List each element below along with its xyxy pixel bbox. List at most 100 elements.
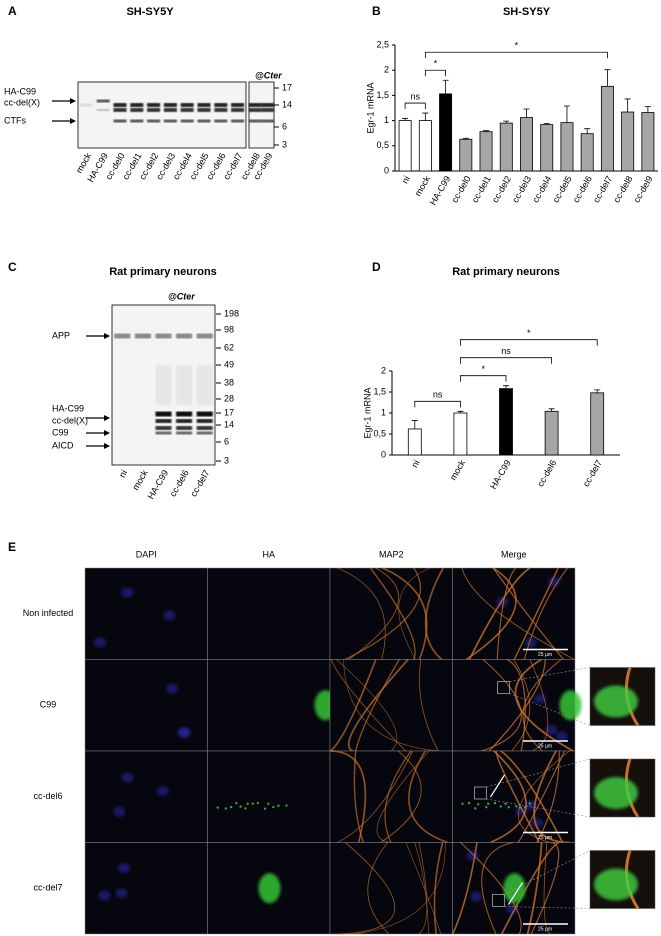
neurite	[530, 841, 560, 935]
nucleus	[113, 806, 126, 817]
bar	[560, 122, 574, 172]
neurite	[344, 567, 422, 661]
significance-label: *	[515, 41, 519, 51]
significance-label: ns	[433, 390, 443, 400]
blot-band	[130, 119, 144, 123]
blot-band	[214, 108, 228, 112]
ha-signal	[515, 805, 518, 808]
nucleus	[121, 587, 134, 598]
ha-signal	[474, 807, 477, 810]
y-tick-label: 0	[381, 449, 386, 459]
ha-signal	[277, 804, 280, 807]
neurite	[523, 567, 569, 660]
ha-signal	[507, 806, 511, 809]
band-label: HA-C99	[4, 86, 36, 96]
neurite	[329, 659, 377, 752]
micrograph	[452, 659, 576, 752]
bar	[540, 124, 554, 172]
micrograph	[329, 567, 453, 660]
band-label: APP	[52, 330, 70, 340]
y-tick-label: 0	[384, 165, 389, 175]
arrow-head	[104, 333, 110, 339]
error-bar	[523, 108, 530, 118]
blot-frame	[77, 81, 247, 149]
significance-bracket	[460, 339, 598, 346]
mw-label: 17	[224, 407, 234, 417]
band-label: HA-C99	[52, 403, 84, 413]
blot-band	[155, 411, 172, 417]
neurite	[414, 842, 429, 935]
neurite	[522, 659, 562, 752]
nucleus	[156, 786, 169, 797]
mw-label: 14	[282, 99, 292, 109]
error-bar	[483, 130, 490, 132]
blot-band	[96, 99, 110, 103]
panel-label: D	[372, 260, 381, 274]
x-tick-label: mock	[448, 458, 468, 482]
blot-band	[214, 103, 228, 107]
mw-label: 38	[224, 377, 234, 387]
blot-band	[261, 103, 275, 107]
blot-band	[147, 108, 161, 112]
neurite	[492, 567, 564, 660]
blot-band	[155, 419, 172, 423]
ha-cell	[258, 873, 281, 904]
neurite	[536, 750, 560, 843]
mw-label: 198	[224, 308, 239, 318]
blot-band	[176, 333, 193, 339]
column-header: MAP2	[379, 549, 404, 559]
neurite	[511, 659, 531, 752]
panel-label: A	[8, 4, 17, 18]
neurite	[461, 567, 575, 660]
bar	[621, 111, 635, 172]
blot-band	[155, 426, 172, 430]
blot-band	[176, 431, 193, 435]
inset-signal	[594, 777, 638, 809]
micrograph	[207, 750, 331, 843]
zoom-guide	[504, 850, 591, 909]
arrow-head	[104, 430, 110, 436]
blot-band	[197, 108, 211, 112]
band-label: AICD	[52, 440, 74, 450]
arrow	[489, 774, 506, 798]
ha-signal	[499, 805, 502, 808]
significance-bracket	[414, 400, 461, 408]
neurite	[339, 842, 396, 935]
mw-label: 14	[224, 419, 234, 429]
error-bar	[411, 420, 418, 429]
neurite	[433, 842, 444, 935]
bar	[439, 93, 453, 172]
nucleus	[163, 610, 176, 621]
bar	[600, 85, 614, 172]
blot-band	[134, 333, 151, 339]
neurite	[347, 658, 409, 752]
neurite	[343, 659, 440, 752]
blot-band	[163, 119, 177, 123]
neurite	[529, 659, 549, 752]
significance-bracket	[404, 102, 426, 110]
neurite	[424, 567, 444, 661]
error-bar	[503, 385, 509, 389]
x-tick-label: mock	[413, 174, 433, 198]
nucleus	[470, 891, 483, 902]
significance-label: *	[434, 59, 438, 69]
blot-band	[231, 119, 245, 123]
blot-band	[79, 103, 93, 107]
significance-label: *	[527, 328, 531, 338]
y-tick-label: 2	[381, 365, 386, 375]
blot-band	[196, 426, 213, 430]
neurite	[488, 659, 546, 752]
blot-band	[114, 333, 131, 339]
bar	[499, 388, 513, 456]
y-tick-label: 2	[384, 65, 389, 75]
blot-title: Rat primary neurons	[109, 266, 217, 278]
significance-bracket	[424, 69, 446, 77]
ha-signal	[524, 806, 527, 809]
blot-band	[147, 103, 161, 107]
ha-signal	[493, 801, 497, 805]
bar	[418, 120, 432, 172]
micrograph	[207, 567, 331, 660]
nucleus	[530, 817, 543, 828]
blot-band	[248, 119, 262, 123]
